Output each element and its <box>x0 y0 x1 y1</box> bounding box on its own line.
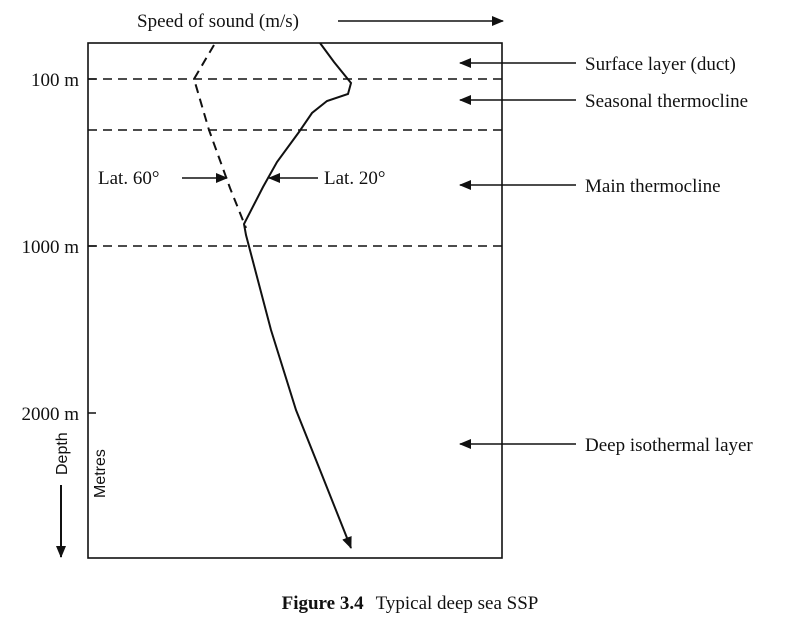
lat60-label: Lat. 60° <box>98 168 159 189</box>
units-label: Metres <box>92 449 109 498</box>
plot-frame <box>87 42 503 559</box>
figure-caption: Figure 3.4 Typical deep sea SSP <box>282 593 539 614</box>
caption-text: Typical deep sea SSP <box>376 593 539 614</box>
diagram-title: Speed of sound (m/s) <box>137 11 299 32</box>
depth-label-1000m: 1000 m <box>21 237 79 258</box>
depth-axis-label: Depth <box>54 432 71 475</box>
caption-number: Figure 3.4 <box>282 593 364 614</box>
surface-layer-label: Surface layer (duct) <box>585 54 736 75</box>
seasonal-thermocline-label: Seasonal thermocline <box>585 91 748 112</box>
profile-lat60 <box>192 44 247 229</box>
depth-label-2000m: 2000 m <box>21 404 79 425</box>
lat20-label: Lat. 20° <box>324 168 385 189</box>
profile-lat20 <box>242 42 353 549</box>
deep-isothermal-label: Deep isothermal layer <box>585 435 753 456</box>
main-thermocline-label: Main thermocline <box>585 176 721 197</box>
depth-label-100m: 100 m <box>31 70 79 91</box>
